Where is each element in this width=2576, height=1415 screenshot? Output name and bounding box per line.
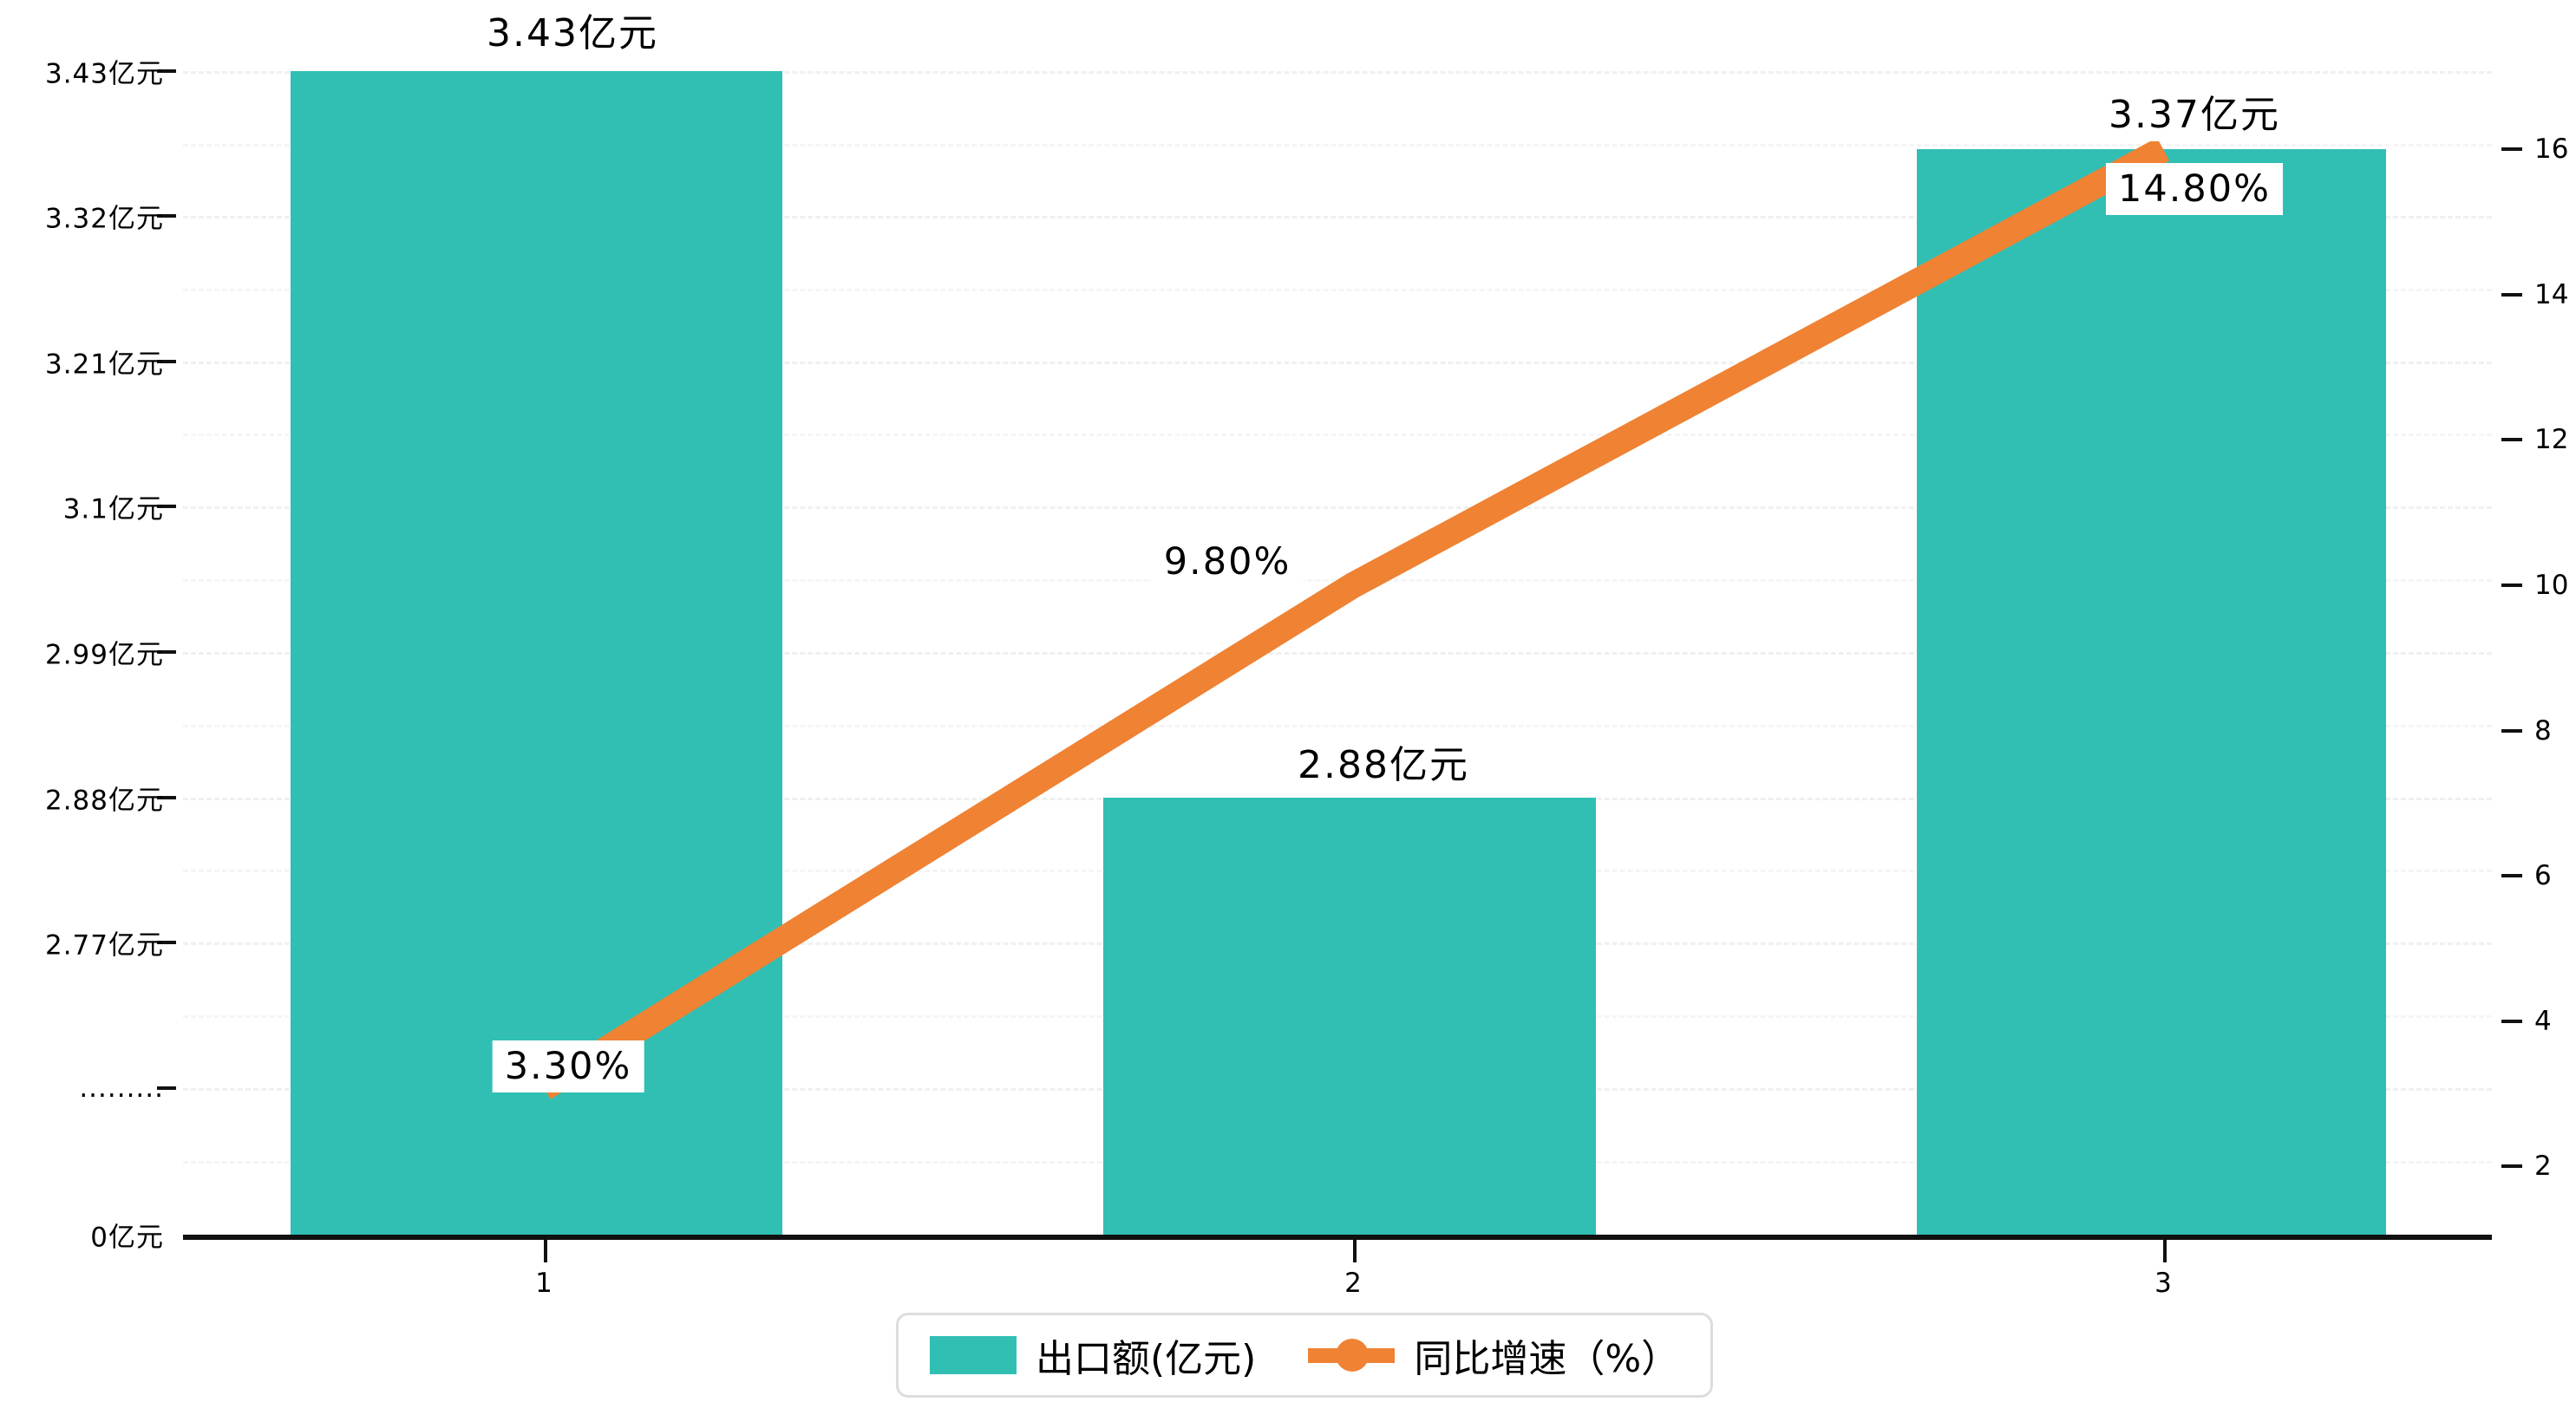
y-tick-mark-right (2501, 438, 2522, 441)
legend-line-marker-icon (1336, 1339, 1370, 1372)
y-tick-label-right: 12 (2534, 424, 2569, 455)
y-tick-mark-right (2501, 874, 2522, 877)
y-tick-label-left: 3.32亿元 (44, 203, 164, 235)
y-tick-label-right: 6 (2534, 860, 2552, 891)
y-tick-mark-right (2501, 147, 2522, 151)
legend-item-export-value[interactable]: 出口额(亿元) (930, 1327, 1256, 1383)
legend-item-growth-rate[interactable]: 同比增速（%） (1308, 1327, 1679, 1383)
chart-legend: 出口额(亿元) 同比增速（%） (896, 1313, 1714, 1398)
y-tick-mark-right (2501, 1020, 2522, 1023)
legend-label-export-value: 出口额(亿元) (1036, 1337, 1257, 1381)
y-tick-mark-left (157, 650, 176, 654)
y-tick-mark-right (2501, 729, 2522, 733)
y-tick-mark-left (157, 796, 176, 799)
line-value-label-2: 9.80% (1151, 536, 1304, 589)
gridline-major (183, 71, 2492, 74)
y-tick-label-right: 8 (2534, 715, 2552, 747)
y-tick-mark-left (157, 214, 176, 218)
y-tick-mark-left (157, 941, 176, 944)
bar-value-label-1: 3.43亿元 (474, 7, 670, 61)
y-tick-label-right: 10 (2534, 570, 2569, 601)
y-tick-label-left: 2.88亿元 (44, 785, 164, 817)
bar-value-label-2: 2.88亿元 (1285, 739, 1481, 792)
x-tick-label: 3 (2154, 1268, 2172, 1299)
y-tick-label-left: 2.77亿元 (44, 929, 164, 962)
y-tick-label-left: 3.1亿元 (62, 493, 164, 525)
y-tick-label-left: 3.21亿元 (44, 349, 164, 381)
y-tick-label-left: 0亿元 (90, 1222, 164, 1254)
x-tick-label: 1 (535, 1268, 552, 1299)
y-tick-mark-right (2501, 1164, 2522, 1168)
line-value-label-1: 3.30% (492, 1040, 644, 1093)
legend-bar-swatch-icon (930, 1336, 1017, 1374)
line-value-label-3: 14.80% (2106, 163, 2283, 216)
y-tick-mark-right (2501, 293, 2522, 297)
bar-2[interactable] (1103, 798, 1596, 1235)
bar-3[interactable] (1917, 149, 2386, 1235)
y-tick-mark-left (157, 505, 176, 508)
bar-value-label-3: 3.37亿元 (2096, 88, 2292, 142)
y-axis-break-label: ......... (79, 1073, 164, 1104)
x-axis-line (183, 1235, 2492, 1240)
y-tick-label-right: 16 (2534, 134, 2569, 165)
x-tick-label: 2 (1344, 1268, 1362, 1299)
y-tick-label-right: 14 (2534, 279, 2569, 310)
x-tick-mark (2163, 1240, 2167, 1262)
x-tick-mark (1353, 1240, 1357, 1262)
y-tick-mark-left (157, 69, 176, 73)
y-tick-mark-left (157, 1086, 176, 1090)
x-tick-mark (544, 1240, 547, 1262)
y-tick-label-left: 3.43亿元 (44, 58, 164, 90)
plot-area (183, 0, 2492, 1235)
y-tick-label-right: 4 (2534, 1006, 2552, 1037)
legend-line-swatch-icon (1308, 1336, 1396, 1374)
y-tick-mark-left (157, 360, 176, 363)
y-tick-label-left: 2.99亿元 (44, 639, 164, 671)
y-tick-mark-right (2501, 584, 2522, 587)
legend-label-growth-rate: 同比增速（%） (1414, 1337, 1680, 1381)
y-tick-label-right: 2 (2534, 1151, 2552, 1182)
